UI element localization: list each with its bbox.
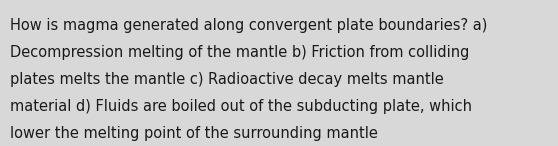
Text: plates melts the mantle c) Radioactive decay melts mantle: plates melts the mantle c) Radioactive d… [10, 72, 444, 87]
Text: Decompression melting of the mantle b) Friction from colliding: Decompression melting of the mantle b) F… [10, 45, 469, 60]
Text: material d) Fluids are boiled out of the subducting plate, which: material d) Fluids are boiled out of the… [10, 99, 472, 114]
Text: How is magma generated along convergent plate boundaries? a): How is magma generated along convergent … [10, 18, 488, 33]
Text: lower the melting point of the surrounding mantle: lower the melting point of the surroundi… [10, 126, 378, 141]
